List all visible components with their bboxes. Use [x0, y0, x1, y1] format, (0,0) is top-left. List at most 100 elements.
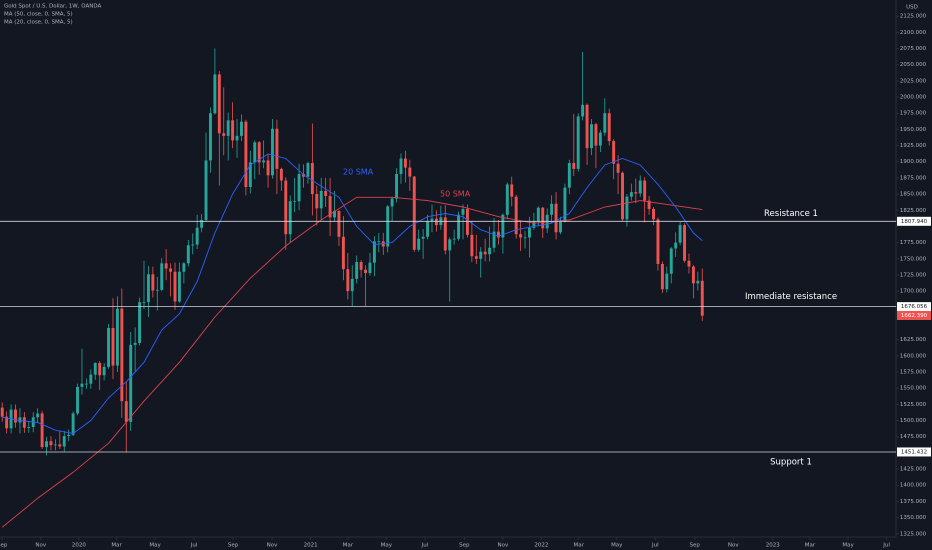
candle-body — [186, 245, 190, 264]
y-tick-label: 1625.000 — [900, 337, 927, 343]
candle-body — [62, 436, 66, 447]
candle-body — [53, 444, 57, 446]
candle-body — [155, 289, 159, 291]
candle-body — [448, 239, 452, 251]
y-tick-label: 2075.000 — [900, 46, 927, 52]
x-tick-label: 2023 — [766, 543, 780, 549]
candle-body — [257, 142, 261, 163]
last-price-label: 1662.390 — [901, 313, 928, 319]
y-tick-label: 1875.000 — [900, 175, 927, 181]
candle-body — [581, 104, 585, 117]
candle-body — [390, 198, 394, 207]
candle-body — [559, 221, 562, 233]
candle-body — [231, 120, 235, 141]
candle-body — [208, 113, 212, 161]
candle-body — [302, 174, 305, 177]
candle-body — [470, 234, 474, 257]
candle-body — [514, 196, 518, 235]
x-tick-label: Sep — [690, 543, 701, 549]
candle-body — [346, 269, 350, 292]
candle-body — [403, 158, 407, 168]
candle-body — [669, 248, 673, 274]
price-label: 1807.940 — [901, 219, 928, 225]
candle-body — [142, 302, 146, 303]
axis-unit: USD — [906, 5, 918, 11]
y-tick-label: 1350.000 — [900, 515, 927, 521]
x-tick-label: Mar — [805, 543, 816, 549]
candle-body — [660, 263, 664, 290]
candle-body — [5, 416, 9, 429]
candle-body — [262, 160, 266, 163]
candle-body — [395, 174, 399, 199]
y-tick-label: 2050.000 — [900, 62, 927, 68]
candle-body — [536, 207, 540, 222]
candle-body — [474, 256, 478, 259]
candle-body — [226, 120, 230, 136]
candle-body — [652, 208, 655, 220]
candle-body — [0, 407, 4, 417]
candle-body — [541, 207, 545, 229]
y-tick-label: 1400.000 — [900, 483, 927, 489]
y-tick-label: 1525.000 — [900, 402, 927, 408]
candle-body — [319, 190, 323, 209]
candle-body — [244, 121, 248, 187]
candle-body — [674, 242, 678, 249]
candle-body — [687, 260, 691, 267]
candle-body — [457, 214, 461, 239]
y-tick-label: 1700.000 — [900, 289, 927, 295]
candle-body — [678, 225, 682, 243]
candle-body — [49, 441, 53, 446]
last-price-box — [897, 310, 931, 320]
candle-body — [182, 263, 186, 272]
candle-body — [271, 128, 274, 176]
candle-body — [700, 280, 704, 316]
candle-body — [443, 217, 447, 251]
candle-body — [408, 167, 412, 177]
candle-body — [696, 280, 700, 284]
candle-body — [505, 184, 509, 215]
candle-body — [310, 163, 314, 195]
candle-body — [461, 208, 465, 215]
candle-body — [240, 121, 243, 136]
candle-body — [195, 227, 199, 245]
y-tick-label: 1950.000 — [900, 127, 927, 133]
candle-body — [665, 273, 669, 290]
candle-body — [554, 203, 558, 233]
candle-body — [625, 196, 629, 220]
x-tick-label: Sep — [459, 543, 470, 549]
x-tick-label: May — [381, 543, 393, 549]
x-tick-label: May — [149, 543, 161, 549]
x-tick-label: Nov — [728, 543, 739, 549]
candle-body — [603, 113, 607, 133]
candle-body — [483, 251, 487, 255]
candle-body — [45, 441, 48, 448]
candle-body — [275, 128, 279, 169]
candle-body — [350, 278, 354, 292]
y-tick-label: 2125.000 — [900, 14, 927, 20]
x-tick-label: Jul — [882, 543, 890, 549]
moving-average-line — [2, 153, 703, 434]
x-tick-label: Nov — [498, 543, 509, 549]
y-tick-label: 1900.000 — [900, 159, 927, 165]
candle-body — [288, 201, 292, 235]
candle-body — [417, 238, 421, 250]
candle-body — [355, 262, 359, 279]
x-tick-label: May — [842, 543, 854, 549]
candle-body — [253, 142, 257, 163]
candle-body — [510, 184, 514, 197]
candle-body — [222, 133, 226, 136]
candle-body — [430, 218, 434, 222]
y-tick-label: 1925.000 — [900, 143, 927, 149]
candle-body — [364, 269, 367, 274]
price-label-box — [897, 302, 931, 312]
candle-body — [27, 427, 31, 428]
moving-average-line — [1, 196, 703, 528]
candle-body — [173, 271, 177, 302]
candle-body — [169, 268, 173, 272]
x-tick-label: 2020 — [72, 543, 86, 549]
candle-body — [412, 176, 416, 250]
candle-body — [107, 328, 111, 367]
y-tick-label: 2000.000 — [900, 95, 927, 101]
candle-body — [523, 237, 527, 239]
